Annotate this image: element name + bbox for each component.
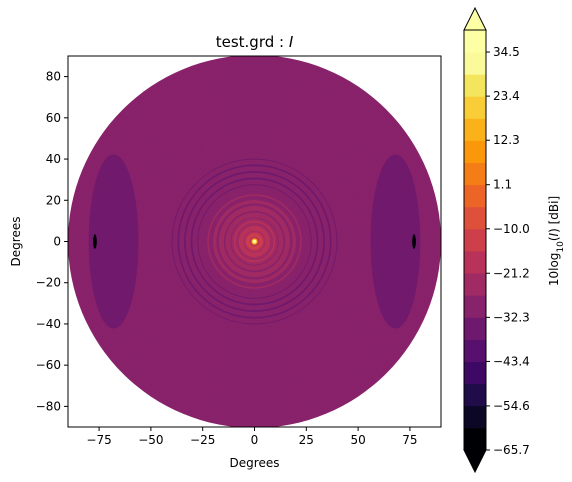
y-tick-label: −40 — [36, 317, 61, 331]
colorbar-band — [464, 339, 486, 362]
colorbar-frame — [463, 29, 487, 451]
colorbar-band — [464, 251, 486, 274]
side-null-region — [370, 154, 421, 329]
y-tick-label: 20 — [46, 193, 61, 207]
y-tick-label: −20 — [36, 276, 61, 290]
x-axis-ticks: −75 −50 −25 0 25 50 75 — [86, 427, 418, 447]
colorbar-tick-label: −54.6 — [493, 399, 530, 413]
y-tick-label: 40 — [46, 152, 61, 166]
y-tick-label: −60 — [36, 358, 61, 372]
colorbar-band — [464, 162, 486, 186]
colorbar-ticks: −65.7 −54.6 −43.4 −32.3 −21.2 −10.0 1.1 12.3 23.… — [486, 45, 530, 457]
colorbar-band — [464, 228, 486, 252]
colorbar-tick-label: −10.0 — [493, 222, 530, 236]
y-axis-ticks: −80 −60 −40 −20 0 20 40 60 80 — [36, 70, 68, 413]
main-beam-peak — [253, 240, 256, 243]
colorbar-tick-label: 23.4 — [493, 89, 520, 103]
contour-rings — [68, 56, 441, 427]
colorbar-band — [464, 206, 486, 230]
colorbar-band — [464, 427, 486, 451]
colorbar-label: 10log10(I) [dBi] — [547, 196, 566, 286]
colorbar-extend-max — [463, 6, 487, 31]
side-null-region — [88, 154, 139, 329]
colorbar-band — [464, 184, 486, 208]
colorbar-tick-label: 34.5 — [493, 45, 520, 59]
colorbar-tick-label: −65.7 — [493, 443, 530, 457]
colorbar-band — [464, 118, 486, 141]
x-tick-label: −75 — [86, 433, 111, 447]
side-lobe-regions — [88, 154, 421, 329]
colorbar-band — [464, 383, 486, 407]
colorbar-tick-label: −43.4 — [493, 354, 530, 368]
y-tick-label: −80 — [36, 399, 61, 413]
colorbar-tick-label: 12.3 — [493, 133, 520, 147]
x-tick-label: 0 — [251, 433, 259, 447]
y-tick-label: 0 — [53, 235, 61, 249]
title-italic: I — [289, 33, 294, 51]
x-tick-label: −25 — [190, 433, 215, 447]
x-tick-label: 25 — [299, 433, 314, 447]
colorbar-band — [464, 74, 486, 97]
x-axis-label: Degrees — [230, 456, 280, 470]
colorbar-band — [464, 317, 486, 340]
colorbar-band — [464, 273, 486, 296]
colorbar-band — [464, 295, 486, 318]
colorbar-tick-label: 1.1 — [493, 178, 512, 192]
x-tick-label: 75 — [402, 433, 417, 447]
y-tick-label: 60 — [46, 111, 61, 125]
y-tick-label: 80 — [46, 70, 61, 84]
x-tick-label: −50 — [138, 433, 163, 447]
deep-null — [412, 234, 416, 249]
colorbar-band — [464, 96, 486, 119]
colorbar-band — [464, 52, 486, 75]
colorbar-extend-min — [463, 449, 487, 474]
colorbar-tick-label: −21.2 — [493, 266, 530, 280]
colorbar-band — [464, 405, 486, 429]
colorbar-band — [464, 361, 486, 385]
svg-text:test.grd : I: test.grd : I — [216, 33, 294, 51]
x-tick-label: 50 — [350, 433, 365, 447]
title-text: test.grd : — [216, 33, 289, 51]
colorbar-tick-label: −32.3 — [493, 310, 530, 324]
colorbar-band — [464, 140, 486, 164]
colorbar-band — [464, 30, 486, 53]
deep-null — [93, 234, 97, 249]
contour-plot — [68, 56, 441, 427]
y-axis-label: Degrees — [9, 217, 23, 267]
colorbar — [463, 6, 487, 474]
title: test.grd : I — [216, 33, 294, 51]
